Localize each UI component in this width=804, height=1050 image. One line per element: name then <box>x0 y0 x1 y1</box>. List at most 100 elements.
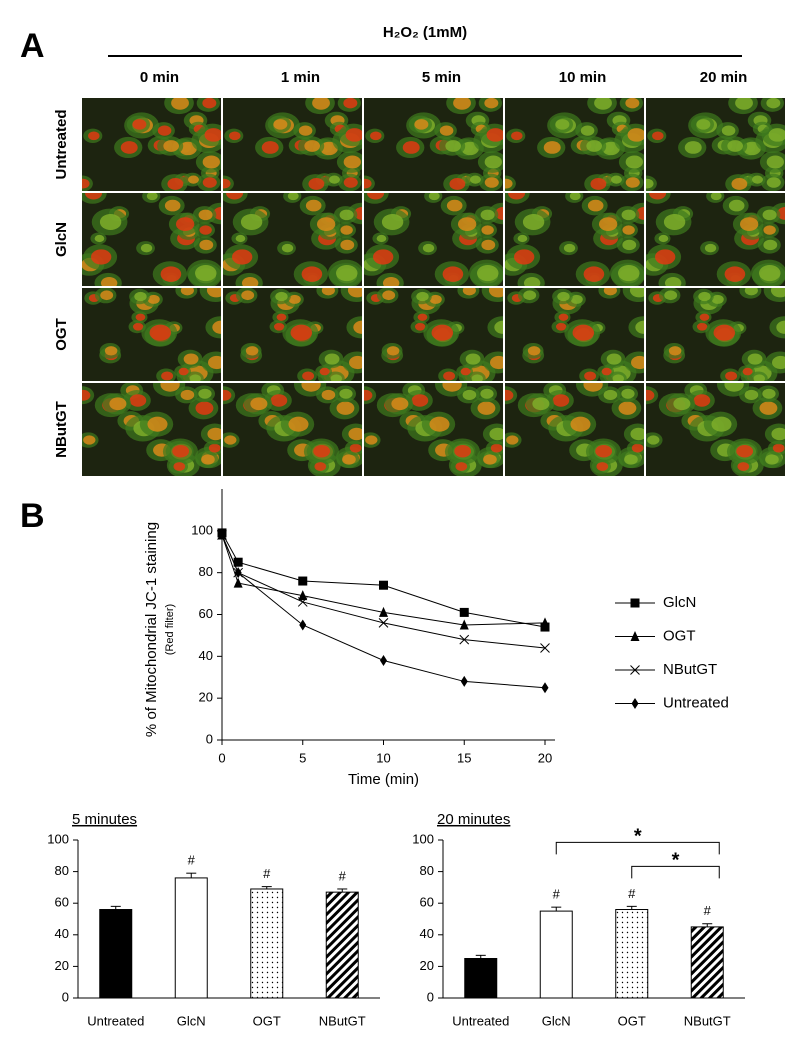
mitochondria <box>580 125 595 136</box>
x-tick-label: 10 <box>376 750 390 765</box>
marker <box>540 617 550 628</box>
mitochondria <box>490 443 503 453</box>
mitochondria <box>696 119 711 130</box>
mitochondria <box>488 288 503 298</box>
mitochondria <box>83 435 96 445</box>
micrograph <box>82 98 221 191</box>
micrograph <box>505 288 644 381</box>
marker <box>218 529 226 541</box>
mitochondria <box>484 98 499 109</box>
mitochondria <box>622 225 635 235</box>
mitochondria <box>587 199 604 212</box>
mitochondria <box>316 217 336 232</box>
marker <box>299 619 307 631</box>
chart-title: 20 minutes <box>437 811 510 828</box>
mitochondria <box>630 427 644 441</box>
mitochondria <box>305 199 322 212</box>
mitochondria <box>135 313 146 321</box>
column-label: 0 min <box>140 69 179 86</box>
mitochondria <box>198 388 212 399</box>
mitochondria <box>442 266 464 282</box>
y-tick-label: 40 <box>55 926 69 941</box>
mitochondria <box>629 288 644 298</box>
series-line <box>221 534 546 649</box>
mitochondria <box>140 243 153 253</box>
mitochondria <box>758 265 781 282</box>
mitochondria <box>132 119 147 130</box>
y-tick-label: 40 <box>199 648 213 663</box>
mitochondria <box>454 444 472 458</box>
x-tick-label: 15 <box>457 750 471 765</box>
mitochondria <box>173 462 186 471</box>
y-tick-label: 100 <box>47 831 69 846</box>
mitochondria <box>417 313 428 321</box>
mitochondria <box>314 462 327 471</box>
y-tick-label: 0 <box>206 731 213 746</box>
mitochondria <box>457 217 477 232</box>
row-label: Untreated <box>53 109 70 179</box>
mitochondria <box>320 141 338 156</box>
mitochondria <box>180 288 194 296</box>
mitochondria <box>301 266 323 282</box>
mitochondria <box>324 353 340 365</box>
marker <box>630 598 640 608</box>
mitochondria <box>164 199 181 212</box>
mitochondria <box>202 155 220 169</box>
mitochondria <box>100 290 114 301</box>
mitochondria <box>428 193 440 201</box>
mitochondria <box>480 209 495 221</box>
x-axis-label: Time (min) <box>348 771 419 788</box>
mitochondria <box>711 416 732 432</box>
mitochondria <box>532 397 550 411</box>
mitochondria <box>223 178 231 189</box>
mitochondria <box>431 324 454 341</box>
mitochondria <box>446 199 463 212</box>
mitochondria <box>364 389 373 401</box>
row-label: NButGT <box>53 401 70 458</box>
legend-label: GlcN <box>663 594 696 611</box>
mitochondria <box>335 265 358 282</box>
bar <box>615 909 649 999</box>
mitochondria <box>522 213 545 231</box>
series-line <box>221 532 546 628</box>
mitochondria <box>343 177 358 188</box>
mitochondria <box>772 443 785 453</box>
mitochondria <box>710 193 722 201</box>
mitochondria <box>724 266 746 282</box>
row-label: OGT <box>53 318 70 351</box>
mitochondria <box>469 175 481 184</box>
mitochondria <box>646 178 654 189</box>
mitochondria <box>664 276 682 286</box>
mitochondria <box>584 371 597 381</box>
mitochondria <box>570 294 583 304</box>
mitochondria <box>85 193 103 200</box>
micrograph <box>505 98 644 191</box>
mitochondria <box>449 178 466 190</box>
mitochondria <box>376 234 387 243</box>
mitochondria <box>462 288 476 296</box>
mitochondria <box>523 290 537 301</box>
mitochondria <box>724 383 744 392</box>
mitochondria <box>270 394 288 407</box>
mitochondria <box>132 322 144 331</box>
mitochondria <box>416 291 429 302</box>
y-tick-label: 0 <box>427 989 434 1004</box>
mitochondria <box>245 346 259 356</box>
mitochondria <box>725 371 738 381</box>
bar <box>690 926 724 999</box>
mitochondria <box>668 346 682 356</box>
mitochondria <box>486 128 503 142</box>
y-tick-label: 80 <box>199 564 213 579</box>
mitochondria <box>595 444 613 458</box>
mitochondria <box>693 394 711 407</box>
mitochondria <box>208 355 221 370</box>
mitochondria <box>235 234 246 243</box>
mitochondria <box>183 353 199 365</box>
marker <box>233 577 243 588</box>
mitochondria <box>160 266 182 282</box>
mitochondria <box>91 249 112 265</box>
mitochondria <box>744 389 759 401</box>
mitochondria <box>178 367 189 376</box>
chart-title: 5 minutes <box>72 811 137 828</box>
